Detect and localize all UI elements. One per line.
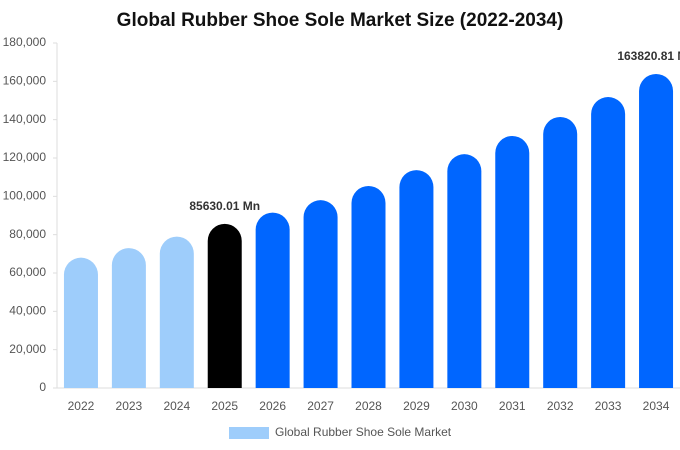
x-tick-label: 2031	[499, 399, 526, 413]
legend-swatch	[229, 427, 269, 439]
y-tick-label: 0	[39, 380, 46, 394]
x-tick-label: 2022	[68, 399, 95, 413]
y-tick-label: 60,000	[9, 265, 46, 279]
bar	[639, 74, 674, 388]
x-tick-label: 2033	[595, 399, 622, 413]
bar	[207, 223, 242, 388]
y-tick-label: 160,000	[3, 74, 47, 88]
bar	[111, 248, 146, 388]
bar	[495, 135, 530, 388]
x-tick-label: 2024	[163, 399, 190, 413]
value-label: 85630.01 Mn	[189, 199, 260, 213]
x-tick-label: 2030	[451, 399, 478, 413]
bar	[399, 170, 434, 388]
y-tick-label: 80,000	[9, 227, 46, 241]
x-tick-label: 2023	[116, 399, 143, 413]
bar	[543, 117, 578, 389]
bar	[351, 185, 386, 388]
x-tick-label: 2032	[547, 399, 574, 413]
y-tick-label: 180,000	[3, 35, 47, 49]
x-tick-label: 2028	[355, 399, 382, 413]
bar	[255, 212, 290, 388]
y-tick-label: 40,000	[9, 304, 46, 318]
y-tick-label: 140,000	[3, 112, 47, 126]
x-tick-label: 2026	[259, 399, 286, 413]
x-tick-label: 2029	[403, 399, 430, 413]
chart-title: Global Rubber Shoe Sole Market Size (202…	[117, 10, 564, 31]
bar	[447, 154, 482, 388]
bar	[591, 97, 626, 389]
y-tick-label: 100,000	[3, 189, 47, 203]
x-tick-label: 2025	[211, 399, 238, 413]
value-label: 163820.81 Mn	[617, 49, 680, 63]
y-tick-label: 20,000	[9, 342, 46, 356]
x-tick-label: 2034	[643, 399, 670, 413]
bar	[63, 257, 98, 388]
y-tick-label: 120,000	[3, 150, 47, 164]
legend-label: Global Rubber Shoe Sole Market	[275, 425, 452, 439]
x-tick-label: 2027	[307, 399, 334, 413]
bar	[159, 236, 194, 388]
bar	[303, 200, 338, 388]
